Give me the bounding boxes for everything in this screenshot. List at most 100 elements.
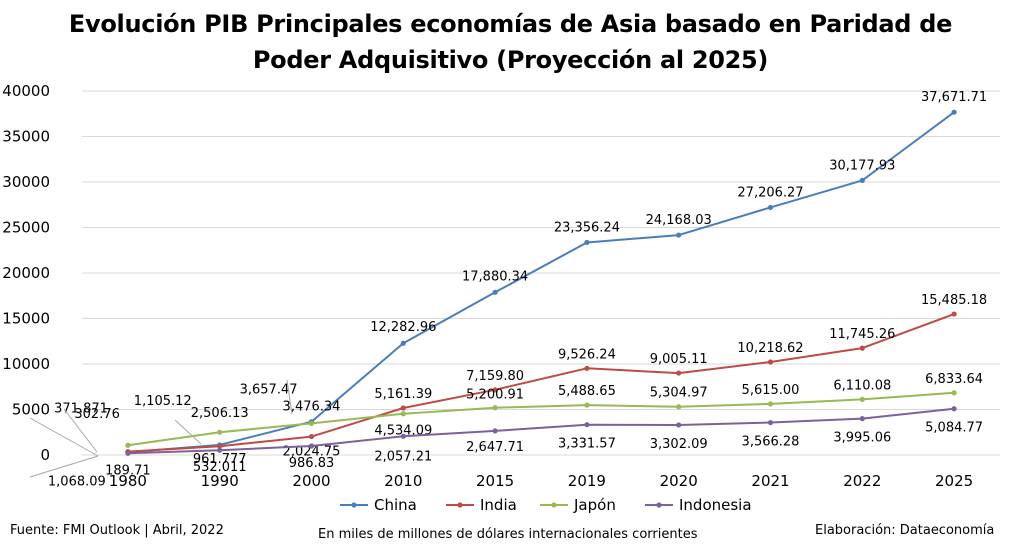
data-label: 1,068.09 — [48, 474, 106, 489]
source-note: Fuente: FMI Outlook | Abril, 2022 — [10, 523, 224, 538]
series-line-india — [127, 313, 955, 453]
data-point — [676, 232, 682, 238]
data-label: 23,356.24 — [554, 220, 620, 235]
data-label: 10,218.62 — [737, 341, 803, 356]
data-point — [308, 433, 315, 440]
data-label: 17,880.34 — [462, 269, 528, 284]
data-label: 189.71 — [105, 463, 151, 478]
x-tick-label: 2015 — [476, 472, 514, 490]
leader-line — [29, 417, 99, 457]
y-tick-label: 20000 — [2, 264, 50, 282]
data-point — [492, 405, 498, 411]
data-point — [859, 345, 865, 351]
data-point — [584, 365, 590, 371]
x-tick-label: 2025 — [935, 472, 973, 490]
leader-line — [63, 408, 98, 453]
legend-label: Indonesia — [679, 496, 752, 514]
data-point — [767, 204, 774, 211]
data-point — [767, 419, 774, 426]
data-point — [859, 177, 865, 183]
data-label: 2,506.13 — [191, 406, 249, 421]
data-point — [584, 402, 590, 408]
data-point — [400, 433, 406, 439]
data-label: 5,488.65 — [558, 384, 616, 399]
data-label: 3,657.47 — [240, 383, 298, 398]
y-tick-label: 25000 — [2, 219, 50, 237]
data-label: 961.777 — [193, 452, 247, 467]
y-tick-label: 15000 — [2, 310, 50, 328]
x-tick-label: 2000 — [292, 472, 330, 490]
data-label: 5,200.91 — [466, 388, 524, 403]
chart-title: Evolución PIB Principales economías de A… — [0, 6, 1021, 78]
data-point — [767, 359, 774, 365]
x-tick-label: 1990 — [201, 472, 239, 490]
data-label: 7,159.80 — [466, 369, 524, 384]
data-label: 6,833.64 — [925, 372, 983, 387]
data-label: 12,282.96 — [370, 320, 436, 335]
data-point — [217, 447, 223, 453]
data-label: 5,615.00 — [742, 383, 800, 398]
data-point — [584, 422, 590, 428]
chart-title-line-2: Poder Adquisitivo (Proyección al 2025) — [252, 46, 769, 74]
data-label: 2,647.71 — [466, 440, 524, 455]
data-point — [859, 416, 865, 422]
data-label: 37,671.71 — [921, 90, 987, 105]
data-point — [951, 406, 957, 412]
data-point — [217, 429, 223, 435]
series-line-china — [127, 111, 955, 454]
data-label: 3,995.06 — [833, 431, 891, 446]
x-tick-label: 2020 — [660, 472, 698, 490]
units-note: En miles de millones de dólares internac… — [318, 527, 698, 542]
chart-title-line-1: Evolución PIB Principales economías de A… — [68, 10, 953, 38]
data-label: 3,566.28 — [742, 435, 800, 450]
leader-line — [286, 379, 293, 415]
data-point — [676, 370, 682, 376]
data-point — [767, 401, 774, 407]
y-tick-label: 0 — [40, 446, 50, 464]
data-label: 11,745.26 — [829, 327, 895, 342]
y-tick-label: 40000 — [2, 82, 50, 100]
data-label: 6,110.08 — [833, 378, 891, 393]
data-point — [492, 387, 498, 393]
y-tick-label: 35000 — [2, 128, 50, 146]
data-label: 3,476.34 — [283, 399, 341, 414]
data-label: 986.83 — [289, 456, 335, 471]
data-label: 5,084.77 — [925, 421, 983, 436]
data-label: 532.011 — [193, 460, 247, 475]
x-tick-label: 2022 — [843, 472, 881, 490]
data-point — [676, 404, 682, 410]
data-label: 5,304.97 — [650, 386, 708, 401]
data-point — [308, 420, 315, 426]
data-label: 9,526.24 — [558, 347, 616, 362]
data-point — [125, 442, 131, 448]
data-label: 15,485.18 — [921, 293, 987, 308]
data-point — [584, 239, 590, 246]
data-point — [951, 311, 957, 317]
data-label: 2,024.75 — [283, 445, 341, 460]
credit-note: Elaboración: Dataeconomía — [815, 523, 995, 538]
data-point — [217, 443, 223, 449]
legend-marker — [457, 502, 463, 508]
leader-line — [29, 455, 99, 478]
data-point — [400, 411, 406, 417]
data-point — [492, 289, 498, 295]
y-tick-label: 30000 — [2, 173, 50, 191]
data-label: 371.871 — [54, 402, 108, 417]
data-point — [859, 396, 865, 402]
data-point — [951, 390, 957, 396]
data-point — [125, 450, 131, 456]
legend-label: Japón — [573, 496, 616, 514]
data-label: 5,161.39 — [374, 387, 432, 402]
data-label: 30,177.93 — [829, 158, 895, 173]
legend-label: China — [374, 496, 417, 514]
legend-marker — [351, 502, 357, 508]
data-label: 1,105.12 — [134, 394, 192, 409]
y-tick-label: 5000 — [12, 401, 50, 419]
data-label: 9,005.11 — [650, 352, 708, 367]
leader-line — [174, 419, 202, 445]
legend-marker — [656, 502, 662, 508]
series-line-japón — [127, 391, 955, 447]
data-point — [400, 405, 406, 411]
data-label: 24,168.03 — [646, 213, 712, 228]
